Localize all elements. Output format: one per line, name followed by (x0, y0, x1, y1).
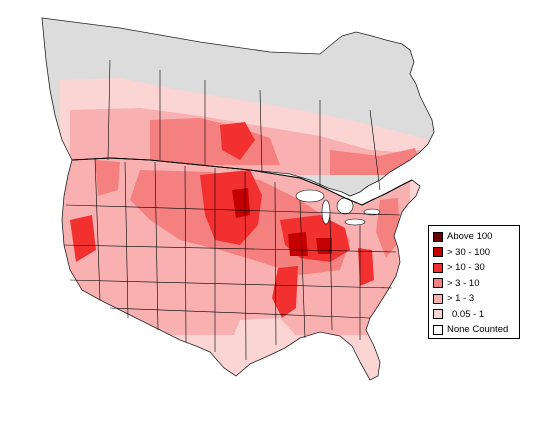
legend-swatch (433, 278, 443, 289)
legend-item: > 10 - 30 (433, 260, 519, 276)
legend-label: None Counted (447, 324, 509, 336)
legend-item: None Counted (433, 322, 519, 338)
political-boundaries (63, 59, 401, 361)
legend-swatch (433, 324, 443, 335)
legend-swatch (433, 293, 443, 304)
legend-swatch (433, 247, 443, 258)
abundance-legend: Above 100 > 30 - 100 > 10 - 30 > 3 - 10 … (428, 225, 520, 339)
legend-label: > 3 - 10 (447, 277, 480, 289)
legend-item: > 30 - 100 (433, 245, 519, 261)
legend-item: > 1 - 3 (433, 291, 519, 307)
us-abundance-layer (62, 158, 410, 360)
legend-label: > 1 - 3 (447, 293, 475, 305)
legend-item: 0.05 - 1 (433, 307, 519, 323)
legend-item: Above 100 (433, 229, 519, 245)
us-canada-border (71, 157, 413, 206)
legend-label: > 30 - 100 (447, 246, 491, 258)
legend-swatch (433, 231, 443, 242)
legend-label: 0.05 - 1 (452, 308, 485, 320)
legend-item: > 3 - 10 (433, 276, 519, 292)
legend-label: > 10 - 30 (447, 262, 485, 274)
legend-label: Above 100 (447, 231, 493, 243)
legend-swatch (433, 262, 443, 273)
legend-swatch (433, 309, 443, 320)
